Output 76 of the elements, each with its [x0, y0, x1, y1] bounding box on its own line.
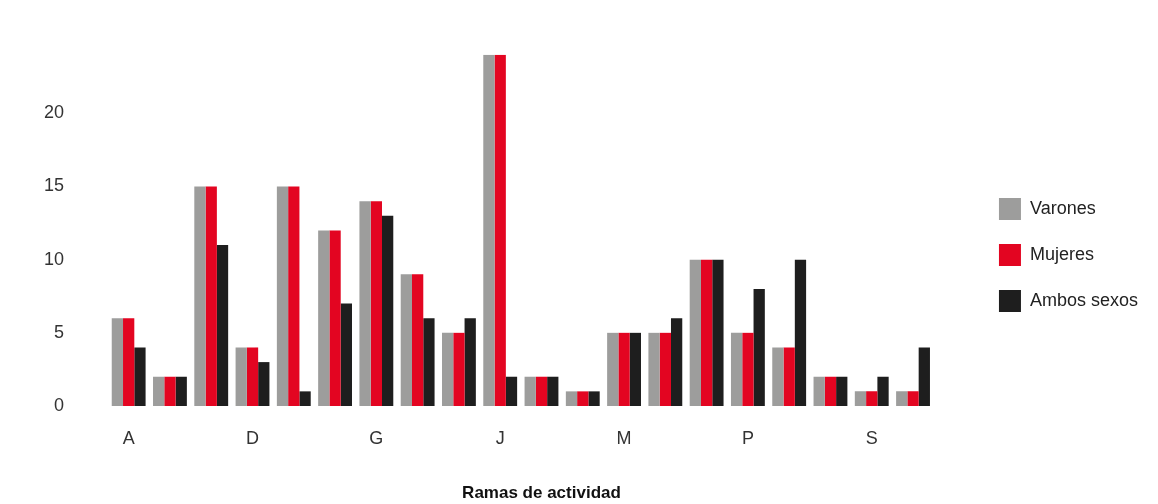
bar: [246, 347, 259, 406]
bar: [134, 347, 146, 406]
bar: [423, 318, 435, 406]
bar: [483, 54, 495, 406]
legend-label: Mujeres: [1029, 243, 1094, 264]
bar: [359, 201, 371, 406]
bar: [453, 332, 465, 406]
bar: [896, 391, 908, 406]
bar: [111, 318, 124, 406]
bar: [629, 332, 641, 406]
bar: [824, 376, 837, 406]
bar: [648, 332, 660, 406]
bar: [164, 376, 176, 406]
x-tick-label: A: [122, 427, 135, 448]
bar: [577, 391, 589, 406]
bar: [258, 362, 270, 406]
bar: [123, 318, 135, 406]
bar: [730, 332, 743, 406]
bar: [288, 186, 300, 406]
bar: [175, 376, 187, 406]
bar: [464, 318, 476, 406]
bar: [607, 332, 619, 406]
bar: [742, 332, 754, 406]
bar: [866, 391, 878, 406]
x-tick-label: S: [865, 427, 878, 448]
bar: [813, 376, 825, 406]
bar: [689, 259, 701, 406]
bar: [907, 391, 919, 406]
bar: [205, 186, 217, 406]
x-tick-label: P: [741, 427, 754, 448]
bar: [276, 186, 289, 406]
bar: [547, 376, 559, 406]
bar: [494, 54, 506, 406]
bar: [836, 376, 848, 406]
bar: [216, 245, 229, 406]
y-tick-label: 20: [43, 102, 65, 123]
bar: [618, 332, 630, 406]
bar: [340, 303, 352, 406]
bar: [794, 259, 807, 406]
bar: [235, 347, 247, 406]
bar: [153, 376, 165, 406]
bar: [918, 347, 930, 406]
bar: [442, 332, 454, 406]
x-tick-label: G: [369, 427, 384, 448]
bar: [700, 259, 713, 406]
x-tick-label: M: [616, 427, 632, 448]
bar: [588, 391, 600, 406]
x-axis-title: Ramas de actividad: [462, 483, 621, 503]
y-tick-label: 5: [54, 321, 65, 342]
bar: [194, 186, 206, 406]
bar: [659, 332, 671, 406]
bar: [299, 391, 311, 406]
bar: [854, 391, 867, 406]
bar: [565, 391, 578, 406]
bar: [712, 259, 724, 406]
y-tick-label: 10: [43, 248, 65, 269]
x-tick-label: D: [246, 427, 260, 448]
bar: [370, 201, 382, 406]
legend-label: Ambos sexos: [1029, 289, 1138, 310]
bar: [329, 230, 341, 406]
bar: [753, 288, 765, 406]
y-tick-label: 15: [43, 175, 65, 196]
bar: [412, 274, 424, 406]
bar: [524, 376, 536, 406]
bar: [772, 347, 784, 406]
bar: [318, 230, 330, 406]
legend-label: Varones: [1029, 197, 1096, 218]
bar: [535, 376, 548, 406]
bar: [877, 376, 889, 406]
x-tick-label: J: [495, 427, 505, 448]
bar: [400, 274, 412, 406]
bar: [505, 376, 518, 406]
bar: [783, 347, 795, 406]
bar: [382, 215, 394, 406]
bar: [670, 318, 683, 406]
y-tick-label: 0: [54, 394, 65, 415]
